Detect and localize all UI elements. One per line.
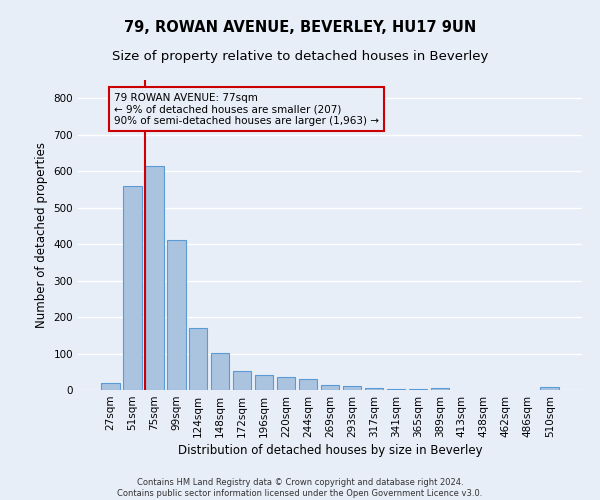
Text: Size of property relative to detached houses in Beverley: Size of property relative to detached ho…: [112, 50, 488, 63]
Bar: [299, 379, 317, 390]
Bar: [365, 388, 383, 390]
Bar: [167, 240, 185, 390]
Bar: [386, 388, 405, 390]
X-axis label: Distribution of detached houses by size in Beverley: Distribution of detached houses by size …: [178, 444, 482, 457]
Bar: [343, 386, 361, 390]
Bar: [277, 377, 295, 390]
Text: 79, ROWAN AVENUE, BEVERLEY, HU17 9UN: 79, ROWAN AVENUE, BEVERLEY, HU17 9UN: [124, 20, 476, 35]
Y-axis label: Number of detached properties: Number of detached properties: [35, 142, 48, 328]
Bar: [255, 376, 274, 390]
Bar: [145, 166, 164, 390]
Bar: [189, 328, 208, 390]
Bar: [123, 186, 142, 390]
Text: Contains HM Land Registry data © Crown copyright and database right 2024.
Contai: Contains HM Land Registry data © Crown c…: [118, 478, 482, 498]
Bar: [211, 353, 229, 390]
Bar: [541, 388, 559, 390]
Bar: [431, 388, 449, 390]
Text: 79 ROWAN AVENUE: 77sqm
← 9% of detached houses are smaller (207)
90% of semi-det: 79 ROWAN AVENUE: 77sqm ← 9% of detached …: [114, 92, 379, 126]
Bar: [320, 386, 340, 390]
Bar: [101, 384, 119, 390]
Bar: [233, 371, 251, 390]
